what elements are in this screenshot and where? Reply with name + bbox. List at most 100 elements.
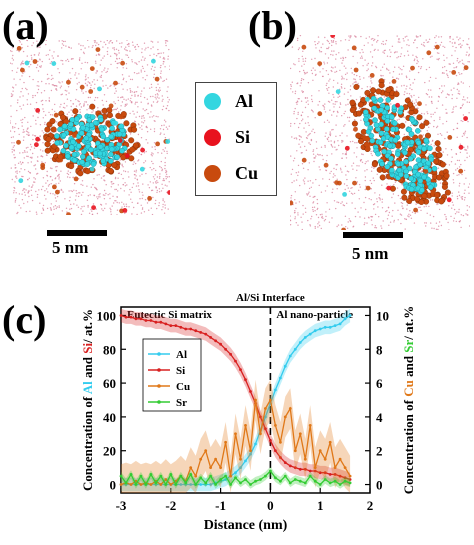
point-cu (259, 432, 262, 436)
point-cu (348, 474, 352, 478)
point-cu (204, 449, 208, 453)
point-sr (169, 473, 173, 476)
point-cu (303, 457, 307, 461)
y-right-tick-label: 10 (376, 308, 389, 323)
scattered-atoms (16, 46, 170, 215)
point-al (249, 452, 252, 456)
point-al (308, 332, 312, 336)
point-si (249, 390, 252, 393)
point-si (134, 317, 138, 321)
point-cu (129, 483, 133, 486)
point-sr (174, 483, 178, 486)
legend-label-al: Al (235, 90, 253, 111)
x-tick-label: 2 (367, 498, 374, 513)
point-sr (303, 481, 307, 485)
point-al (179, 483, 183, 486)
point-si (124, 315, 128, 319)
point-cu (239, 457, 242, 461)
point-sr (134, 483, 138, 486)
point-sr (199, 476, 203, 480)
series-cu (119, 379, 352, 493)
point-si (164, 322, 168, 326)
series-sr (119, 466, 352, 489)
point-sr (279, 479, 282, 483)
x-tick-label: 1 (317, 498, 324, 513)
legend-label-si: Si (176, 365, 185, 377)
legend-label-si: Si (235, 126, 251, 147)
point-si (169, 324, 173, 327)
point-sr (328, 481, 332, 485)
series-legend: Al Si Cu Sr (142, 338, 202, 412)
band-si (121, 308, 351, 487)
point-al (343, 317, 347, 321)
point-si (259, 415, 262, 419)
y-right-tick-label: 2 (376, 444, 383, 459)
point-sr (234, 476, 237, 480)
point-si (174, 324, 178, 327)
point-al (298, 341, 302, 344)
si-atom-icon (204, 128, 221, 146)
point-al (293, 347, 297, 351)
point-al (288, 354, 292, 358)
point-cu (283, 415, 287, 419)
point-sr (224, 474, 228, 478)
point-si (288, 464, 292, 468)
point-sr (204, 481, 208, 485)
y-left-tick-label: 100 (97, 308, 117, 323)
legend-item-cu: Cu (204, 159, 258, 187)
point-al (239, 466, 242, 469)
point-al (234, 471, 237, 475)
point-si (194, 329, 198, 333)
x-tick-label: -2 (165, 498, 176, 513)
point-si (293, 466, 297, 469)
point-cu (234, 432, 237, 436)
y-right-tick-label: 6 (376, 376, 383, 391)
y-left-tick-label: 0 (110, 478, 117, 493)
point-si (159, 320, 163, 324)
point-si (343, 476, 347, 480)
point-si (234, 359, 237, 363)
point-cu (189, 466, 193, 469)
point-si (209, 336, 213, 339)
point-sr (164, 483, 168, 486)
point-sr (139, 474, 143, 478)
y-right-tick-label: 8 (376, 342, 383, 357)
point-sr (298, 479, 302, 483)
legend-label-sr: Sr (176, 397, 187, 409)
y-left-tick-label: 60 (103, 376, 116, 391)
point-sr (293, 478, 297, 481)
point-si (129, 315, 133, 319)
point-sr (214, 483, 218, 486)
point-si (119, 314, 123, 317)
point-cu (164, 478, 168, 481)
legend-item-si: Si (204, 123, 250, 151)
point-si (323, 471, 327, 475)
atom-legend: Al Si Cu (195, 82, 277, 196)
point-si (313, 469, 317, 473)
point-cu (194, 474, 198, 478)
point-sr (249, 483, 252, 486)
point-cu (244, 424, 247, 427)
point-sr (239, 481, 242, 485)
al-atom-icon (204, 92, 221, 110)
point-sr (254, 479, 257, 483)
point-sr (149, 473, 153, 476)
legend-item-al: Al (204, 87, 253, 115)
point-cu (293, 449, 297, 453)
point-cu (254, 398, 257, 402)
point-sr (333, 479, 337, 483)
point-cu (224, 440, 228, 444)
point-si (189, 327, 193, 331)
annotation-eutectic-si: Eutectic Si matrix (127, 309, 212, 321)
point-si (283, 461, 287, 464)
point-cu (219, 466, 223, 469)
point-cu (269, 398, 272, 402)
point-al (279, 376, 282, 380)
y-axis-label-left: Concentration of Al and Si/ at.% (80, 309, 95, 491)
point-sr (313, 479, 317, 483)
atom-probe-panel-a (10, 40, 170, 215)
point-si (239, 368, 242, 371)
point-si (144, 319, 148, 322)
point-sr (343, 479, 347, 483)
